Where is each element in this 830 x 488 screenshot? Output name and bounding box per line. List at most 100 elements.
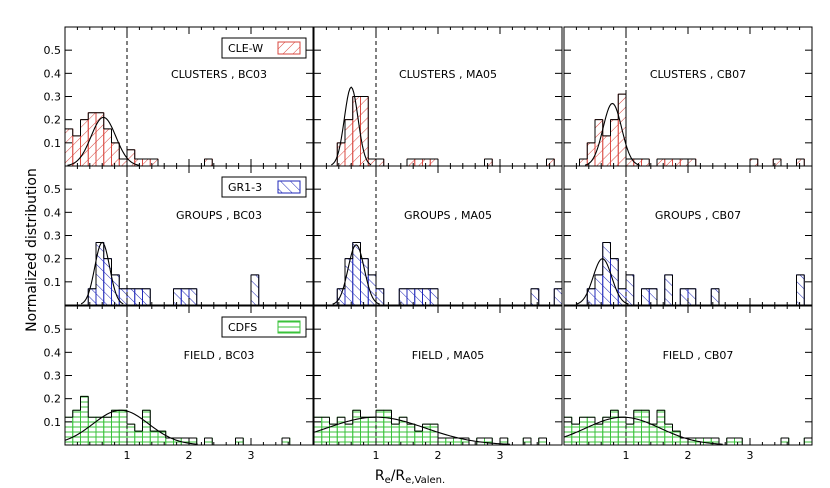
histogram-bar xyxy=(553,288,563,306)
histogram-bar xyxy=(445,437,454,446)
histogram-bar xyxy=(672,158,681,167)
gaussian-fit-curve xyxy=(67,116,140,166)
y-tick-label: 0.1 xyxy=(44,276,62,289)
histogram-bar xyxy=(422,288,431,306)
histogram-bar xyxy=(111,409,120,446)
histogram-bar xyxy=(360,416,369,446)
legend-groups: GR1-3 xyxy=(221,176,307,198)
x-tick-label: 2 xyxy=(685,449,692,462)
y-tick-label: 0.5 xyxy=(44,183,62,196)
y-tick-label: 0.5 xyxy=(44,323,62,336)
histogram-bar xyxy=(679,158,689,167)
panel-groups-ma05: GROUPS , MA05 xyxy=(313,165,563,306)
histogram-bar xyxy=(664,423,673,446)
histogram-bar xyxy=(352,409,361,446)
y-tick-label: 0.5 xyxy=(44,44,62,57)
x-axis-label-sub1: e xyxy=(385,475,391,486)
panel-field-bc03: 0.1 0.2 0.3 0.4 0.5 1 2 3 FIELD , BC03 CDFS xyxy=(44,305,314,462)
x-tick-label: 3 xyxy=(248,449,255,462)
histogram-bar xyxy=(579,416,588,446)
histogram-bar xyxy=(734,437,743,446)
legend-label: GR1-3 xyxy=(228,181,262,194)
histogram-bar xyxy=(641,288,650,306)
histogram-bar xyxy=(118,158,128,167)
y-axis-label: Normalized distribution xyxy=(24,168,40,332)
histogram-bar xyxy=(391,423,400,446)
histogram-bar xyxy=(726,437,735,446)
histogram-bar xyxy=(625,423,635,446)
panel-title: FIELD , BC03 xyxy=(184,349,255,362)
panel-title: GROUPS , MA05 xyxy=(404,209,492,222)
histogram-bar xyxy=(586,416,596,446)
panel-title: CLUSTERS , CB07 xyxy=(650,68,746,81)
legend-field: CDFS xyxy=(221,316,307,338)
x-axis-label-mid: /R xyxy=(391,468,406,484)
histogram-bar xyxy=(429,288,439,306)
legend-label: CLE-W xyxy=(228,42,263,55)
histogram-bar xyxy=(375,158,385,167)
histogram-bar xyxy=(648,423,658,446)
histogram-bar xyxy=(687,288,697,306)
histogram-bar xyxy=(749,158,759,167)
histogram-bar xyxy=(118,409,128,446)
histogram-bar xyxy=(414,158,423,167)
histogram-bar xyxy=(602,416,611,446)
x-axis-label: Re/Re,Valen. xyxy=(375,468,445,486)
histogram-bar xyxy=(103,258,112,306)
y-tick-label: 0.3 xyxy=(44,230,62,243)
histogram-bar xyxy=(687,158,697,167)
histogram-outline xyxy=(579,93,805,166)
gaussian-fit-curve xyxy=(584,102,640,166)
histogram-bar xyxy=(625,274,635,306)
histogram-bar xyxy=(796,274,805,306)
histogram-bar xyxy=(126,288,136,306)
histogram-bars xyxy=(313,409,547,446)
histogram-bar xyxy=(610,409,619,446)
histogram-bar xyxy=(204,437,213,446)
histogram-bar xyxy=(134,430,143,446)
histogram-outline xyxy=(336,96,555,166)
histogram-bar xyxy=(142,158,151,167)
y-tick-label: 0.1 xyxy=(44,137,62,150)
histogram-bar xyxy=(250,274,260,306)
x-axis-label-main: R xyxy=(375,468,385,484)
panel-clusters-ma05: CLUSTERS , MA05 xyxy=(313,26,563,167)
y-tick-label: 0.4 xyxy=(44,346,62,359)
y-tick-label: 0.3 xyxy=(44,370,62,383)
x-tick-label: 1 xyxy=(623,449,630,462)
gaussian-fit-curve xyxy=(64,409,198,445)
histogram-bar xyxy=(126,423,136,446)
histogram-bar xyxy=(414,430,423,446)
panel-field-cb07: 1 2 3 FIELD , CB07 xyxy=(563,305,813,462)
histogram-bar xyxy=(80,395,89,446)
histogram-bar xyxy=(484,158,493,167)
histogram-bar xyxy=(610,119,619,167)
histogram-bar xyxy=(87,416,97,446)
histogram-bar xyxy=(235,437,244,446)
histogram-bar xyxy=(672,430,681,446)
histogram-bar xyxy=(321,416,330,446)
panel-title: CLUSTERS , MA05 xyxy=(399,68,497,81)
y-tick-label: 0.4 xyxy=(44,67,62,80)
y-tick-label: 0.3 xyxy=(44,91,62,104)
histogram-bar xyxy=(571,423,580,446)
histogram-bars xyxy=(64,112,213,167)
x-tick-label: 2 xyxy=(186,449,193,462)
x-tick-label: 2 xyxy=(435,449,442,462)
y-tick-label: 0.2 xyxy=(44,253,62,266)
histogram-bar xyxy=(703,437,712,446)
histogram-bar xyxy=(406,423,416,446)
panel-groups-bc03: 0.1 0.2 0.3 0.4 0.5 GROUPS , BC03 GR1-3 xyxy=(44,165,314,306)
panel-title: FIELD , CB07 xyxy=(663,349,734,362)
histogram-bar xyxy=(188,288,198,306)
histogram-bar xyxy=(594,274,604,306)
histogram-bar xyxy=(329,423,338,446)
panel-title: GROUPS , CB07 xyxy=(655,209,741,222)
legend-label: CDFS xyxy=(228,321,257,334)
histogram-bar xyxy=(344,423,354,446)
panel-groups-cb07: GROUPS , CB07 xyxy=(563,165,813,306)
x-axis-label-sub2: e,Valen. xyxy=(405,475,445,486)
histogram-bar xyxy=(95,241,105,306)
histogram-bar xyxy=(679,288,689,306)
